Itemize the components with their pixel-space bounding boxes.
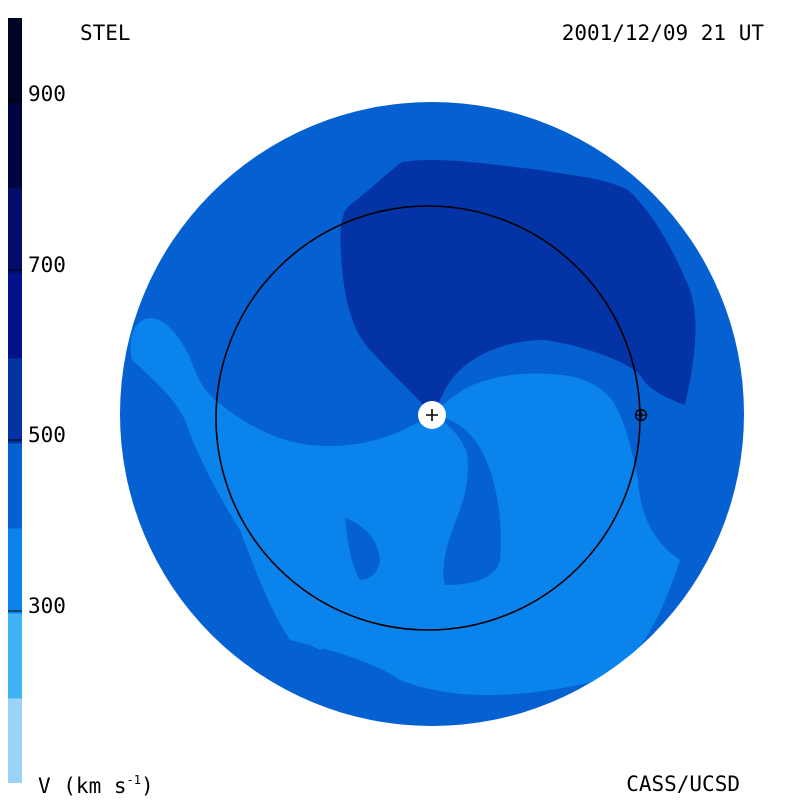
fast-wind-region <box>340 160 696 414</box>
velocity-colorbar <box>8 18 22 783</box>
colorbar-band <box>8 358 22 444</box>
slow-wind-region-west <box>130 318 680 695</box>
earth-circle-plus-icon-cross <box>635 409 647 421</box>
colorbar-band <box>8 613 22 699</box>
colorbar-band <box>8 443 22 529</box>
earth-orbit-circle <box>215 205 641 631</box>
slow-wind-region-south <box>300 587 440 650</box>
units-label: V (km s-1) <box>38 773 154 798</box>
colorbar-tick-300: 300 <box>28 594 66 618</box>
colorbar-band <box>8 18 22 104</box>
colorbar-tick-700: 700 <box>28 253 66 277</box>
source-label: STEL <box>80 21 131 45</box>
medium-wind-arm <box>432 414 501 585</box>
colorbar-band <box>8 528 22 614</box>
credit-label: CASS/UCSD <box>626 772 740 796</box>
colorbar-tick-900: 900 <box>28 82 66 106</box>
sun-plus-icon-cross <box>426 409 438 421</box>
colorbar-band <box>8 188 22 274</box>
colorbar-band <box>8 103 22 189</box>
date-time-label: 2001/12/09 21 UT <box>561 21 764 45</box>
colorbar-tick-500: 500 <box>28 423 66 447</box>
medium-wind-patch-sw <box>345 518 380 580</box>
colorbar-band <box>8 698 22 783</box>
colorbar-band <box>8 273 22 359</box>
